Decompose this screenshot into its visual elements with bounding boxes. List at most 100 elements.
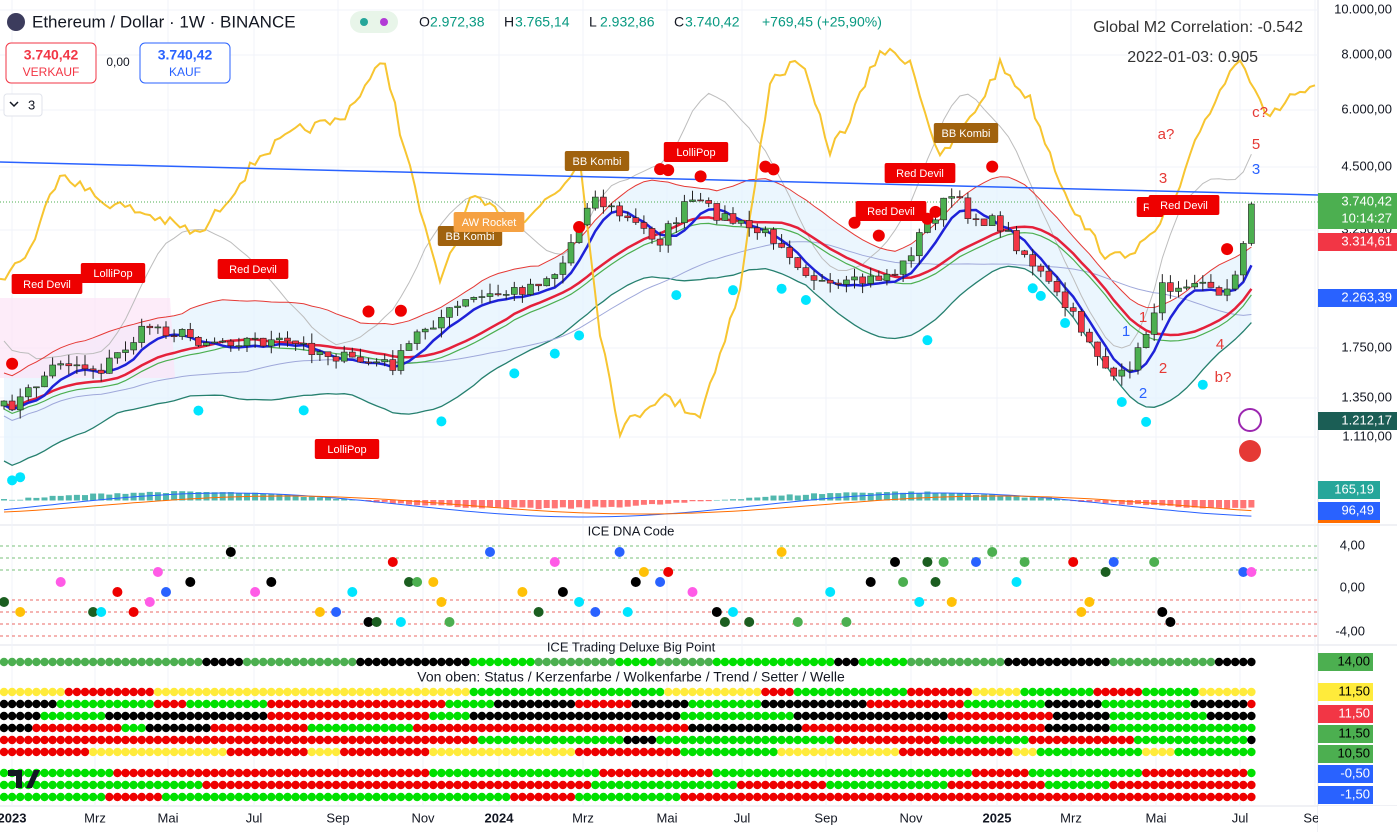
time-tick-label: Mai [657, 810, 678, 825]
status-dot [169, 792, 179, 802]
candle-body [826, 279, 834, 284]
status-dot [186, 699, 195, 709]
status-dot [1190, 699, 1199, 709]
status-dot [153, 747, 163, 757]
auto-scale-icon[interactable] [1384, 811, 1386, 825]
status-dot [1141, 768, 1151, 778]
candle-body [591, 196, 599, 209]
status-dot [615, 735, 624, 745]
pane-title: ICE Trading Deluxe Big Point [547, 639, 716, 654]
status-dot [680, 768, 689, 778]
status-dot [80, 768, 90, 778]
status-dot [412, 747, 422, 757]
status-dot [137, 735, 146, 745]
status-dot [1077, 657, 1086, 667]
macd-bar [90, 493, 97, 501]
status-dot [664, 792, 673, 802]
status-dot [1231, 657, 1240, 667]
status-dot [623, 780, 632, 790]
status-dot [331, 699, 341, 709]
status-dot [996, 768, 1005, 778]
status-dot [445, 711, 454, 721]
status-dot [1222, 735, 1232, 745]
status-dot [1036, 657, 1046, 667]
status-dot [526, 768, 535, 778]
status-dot [64, 792, 74, 802]
status-dot [1125, 780, 1135, 790]
status-dot [1085, 747, 1094, 757]
status-dot [502, 735, 511, 745]
status-dot [688, 792, 697, 802]
event-icon[interactable] [1238, 408, 1262, 432]
status-dot [88, 768, 98, 778]
status-pill[interactable] [350, 11, 398, 33]
status-dot [437, 735, 446, 745]
status-dot [1166, 723, 1175, 733]
status-dot [283, 735, 292, 745]
event-icon[interactable] [1239, 440, 1261, 462]
indicator-toggle[interactable] [3, 93, 43, 117]
status-dot [1109, 792, 1118, 802]
time-tick-label: 2024 [485, 810, 515, 825]
status-dot [121, 699, 130, 709]
macd-bar [770, 495, 777, 501]
status-dot [226, 768, 235, 778]
status-dot [1069, 723, 1078, 733]
status-dot [680, 723, 689, 733]
status-dot [1222, 747, 1232, 757]
status-dot [315, 768, 325, 778]
status-dot [1166, 711, 1175, 721]
status-dot [1158, 699, 1167, 709]
status-dot [453, 657, 462, 667]
status-dot [1028, 735, 1037, 745]
status-dot [88, 723, 98, 733]
macd-bar [892, 491, 898, 501]
status-dot [129, 747, 138, 757]
candle-body [1110, 367, 1117, 377]
dna-dot [1165, 617, 1176, 627]
status-dot [1182, 735, 1191, 745]
status-dot [1101, 780, 1110, 790]
dna-dot [96, 607, 107, 617]
status-dot [1247, 657, 1256, 667]
status-dot [105, 735, 114, 745]
macd-bar [1151, 500, 1158, 505]
status-dot [939, 780, 948, 790]
status-dot [307, 657, 316, 667]
status-dot [988, 792, 997, 802]
time-tick-label: Mrz [572, 810, 594, 825]
status-dot [526, 780, 535, 790]
status-dot [1198, 768, 1208, 778]
status-dot [404, 747, 414, 757]
status-dot [283, 657, 292, 667]
status-dot [655, 735, 665, 745]
macd-bar [673, 500, 680, 503]
auto-scale[interactable] [1318, 806, 1397, 832]
status-dot [728, 768, 738, 778]
status-dot [137, 699, 146, 709]
sell-button[interactable] [5, 42, 97, 84]
status-dot [1044, 780, 1054, 790]
status-dot [372, 687, 381, 697]
status-dot [259, 699, 268, 709]
status-dot [186, 657, 195, 667]
upper-band [3, 176, 1252, 377]
status-dot [550, 780, 559, 790]
status-dot [971, 723, 981, 733]
buy-button[interactable] [139, 42, 231, 84]
candle-body [1118, 369, 1126, 377]
status-dot [356, 657, 365, 667]
macd-bar [114, 493, 121, 501]
status-dot [1012, 780, 1021, 790]
status-dot [202, 735, 211, 745]
status-dot [550, 699, 559, 709]
status-dot [1206, 780, 1216, 790]
macd-bar [859, 492, 866, 501]
candle-body [972, 218, 980, 220]
status-dot [963, 792, 973, 802]
candle-body [1013, 230, 1020, 252]
status-dot [931, 657, 940, 667]
macd-bar [1, 499, 7, 501]
status-dot [971, 711, 981, 721]
